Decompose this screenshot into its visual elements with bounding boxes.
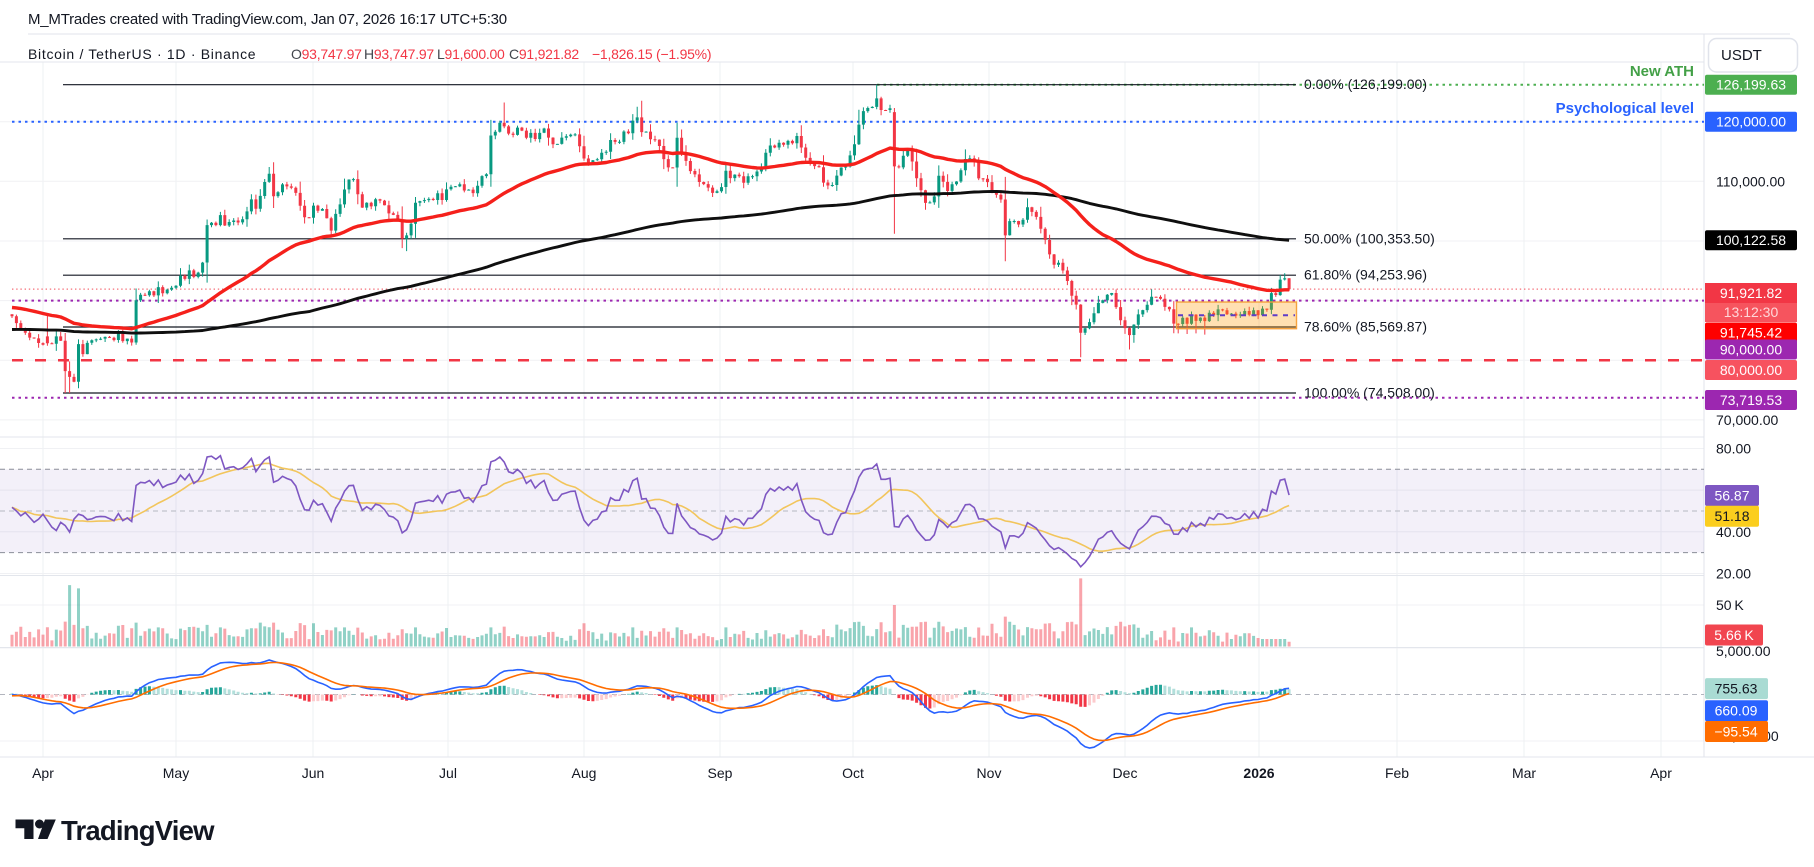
svg-text:Dec: Dec [1113, 765, 1138, 781]
svg-text:61.80% (94,253.96): 61.80% (94,253.96) [1304, 267, 1427, 283]
svg-text:20.00: 20.00 [1716, 566, 1751, 582]
svg-text:May: May [163, 765, 189, 781]
svg-text:100.00% (74,508.00): 100.00% (74,508.00) [1304, 385, 1435, 401]
svg-text:Apr: Apr [1650, 765, 1672, 781]
svg-text:−95.54: −95.54 [1714, 724, 1757, 740]
svg-text:5,000.00: 5,000.00 [1716, 643, 1771, 659]
svg-text:40.00: 40.00 [1716, 524, 1751, 540]
svg-text:126,199.63: 126,199.63 [1716, 77, 1786, 93]
svg-text:70,000.00: 70,000.00 [1716, 412, 1778, 428]
svg-text:0.00% (126,199.00): 0.00% (126,199.00) [1304, 76, 1427, 92]
svg-text:660.09: 660.09 [1715, 703, 1758, 719]
svg-text:Nov: Nov [977, 765, 1002, 781]
svg-text:100,122.58: 100,122.58 [1716, 232, 1786, 248]
svg-text:USDT: USDT [1721, 47, 1762, 64]
svg-text:120,000.00: 120,000.00 [1716, 114, 1786, 130]
svg-text:91,745.42: 91,745.42 [1720, 325, 1782, 341]
svg-text:80,000.00: 80,000.00 [1720, 362, 1782, 378]
svg-text:Sep: Sep [708, 765, 733, 781]
svg-text:M_MTrades created with Trading: M_MTrades created with TradingView.com, … [28, 11, 507, 28]
svg-text:91,921.82: 91,921.82 [1720, 285, 1782, 301]
svg-text:73,719.53: 73,719.53 [1720, 392, 1782, 408]
svg-text:13:12:30: 13:12:30 [1724, 304, 1779, 320]
svg-text:Jul: Jul [439, 765, 457, 781]
svg-text:Mar: Mar [1512, 765, 1536, 781]
svg-text:Feb: Feb [1385, 765, 1409, 781]
svg-text:51.18: 51.18 [1714, 508, 1749, 524]
svg-text:110,000.00: 110,000.00 [1716, 173, 1785, 189]
svg-text:80.00: 80.00 [1716, 441, 1751, 457]
svg-text:78.60% (85,569.87): 78.60% (85,569.87) [1304, 319, 1427, 335]
svg-text:Apr: Apr [32, 765, 54, 781]
svg-text:Aug: Aug [572, 765, 597, 781]
svg-text:50 K: 50 K [1716, 597, 1744, 613]
svg-text:90,000.00: 90,000.00 [1720, 342, 1782, 358]
svg-text:TradingView: TradingView [61, 815, 215, 846]
svg-text:2026: 2026 [1243, 765, 1274, 781]
svg-text:5.66 K: 5.66 K [1714, 627, 1754, 643]
svg-text:Psychological level: Psychological level [1556, 100, 1694, 117]
svg-text:New ATH: New ATH [1630, 63, 1694, 80]
svg-text:50.00% (100,353.50): 50.00% (100,353.50) [1304, 230, 1435, 246]
svg-text:Oct: Oct [842, 765, 864, 781]
svg-text:Jun: Jun [302, 765, 325, 781]
svg-text:56.87: 56.87 [1714, 488, 1749, 504]
svg-text:Bitcoin / TetherUS · 1D · Bina: Bitcoin / TetherUS · 1D · Binance O93,747… [28, 46, 711, 62]
svg-text:755.63: 755.63 [1715, 681, 1758, 697]
